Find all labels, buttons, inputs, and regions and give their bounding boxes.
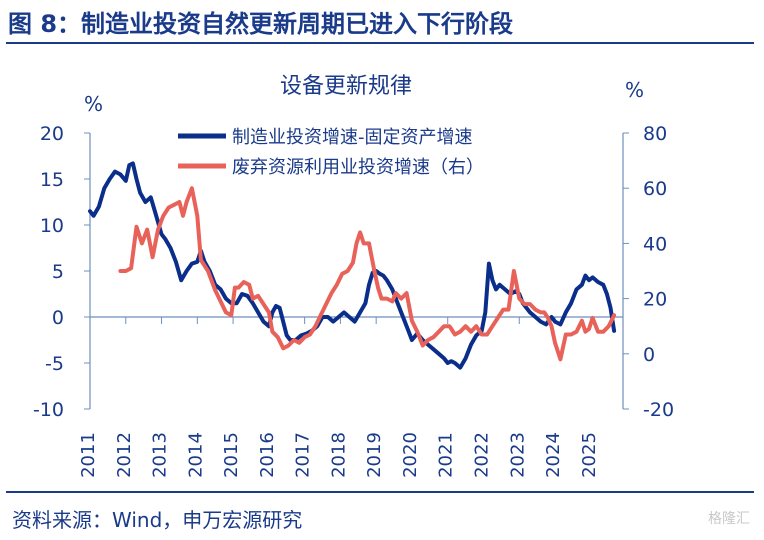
x-tick-label: 2014 [185, 432, 206, 478]
y-right-tick-label: -20 [643, 399, 674, 421]
x-tick-label: 2020 [400, 432, 421, 478]
series-lines [88, 161, 617, 370]
chart-title: 设备更新规律 [280, 74, 412, 99]
y-left-tick-label: 10 [40, 215, 64, 237]
top-rule [6, 42, 754, 44]
watermark: 格隆汇 [708, 511, 750, 527]
x-tick-label: 2011 [78, 432, 99, 478]
y-right-tick-label: 0 [643, 344, 655, 366]
x-tick-label: 2013 [150, 432, 171, 478]
y-right-unit: % [625, 78, 644, 102]
y-right-tick-label: 80 [643, 123, 667, 145]
y-right-tick-label: 40 [643, 233, 667, 255]
bottom-rule [6, 491, 754, 493]
legend-label-series1: 制造业投资增速-固定资产增速 [232, 127, 473, 148]
series-line-1 [88, 161, 617, 370]
x-tick-label: 2022 [471, 432, 492, 478]
y-left-tick-label: 0 [52, 307, 64, 329]
x-tick-label: 2021 [436, 432, 457, 478]
series-line-2 [118, 186, 617, 362]
y-left-tick-label: 20 [40, 123, 64, 145]
y-left-tick-label: -10 [33, 399, 64, 421]
y-left-tick-label: 15 [40, 169, 64, 191]
x-tick-label: 2012 [114, 432, 135, 478]
x-tick-label: 2017 [293, 432, 314, 478]
y-right-tick-label: 60 [643, 178, 667, 200]
y-left-tick-label: -5 [45, 353, 64, 375]
x-tick-label: 2015 [221, 432, 242, 478]
x-tick-label: 2025 [579, 432, 600, 478]
y-right-tick-label: 20 [643, 289, 667, 311]
x-tick-label: 2018 [328, 432, 349, 478]
x-tick-label: 2023 [507, 432, 528, 478]
legend-label-series2: 废弃资源利用业投资增速（右） [232, 157, 484, 178]
y-left-tick-label: 5 [52, 261, 64, 283]
source-note: 资料来源：Wind，申万宏源研究 [12, 508, 303, 532]
legend: 制造业投资增速-固定资产增速 废弃资源利用业投资增速（右） [178, 127, 484, 178]
y-left-unit: % [84, 92, 103, 116]
x-tick-label: 2024 [543, 432, 564, 478]
chart: 设备更新规律 % % 制造业投资增速-固定资产增速 废弃资源利用业投资增速（右）… [33, 74, 674, 478]
figure-title: 图 8：制造业投资自然更新周期已进入下行阶段 [8, 10, 514, 38]
x-tick-label: 2019 [364, 432, 385, 478]
x-tick-label: 2016 [257, 432, 278, 478]
